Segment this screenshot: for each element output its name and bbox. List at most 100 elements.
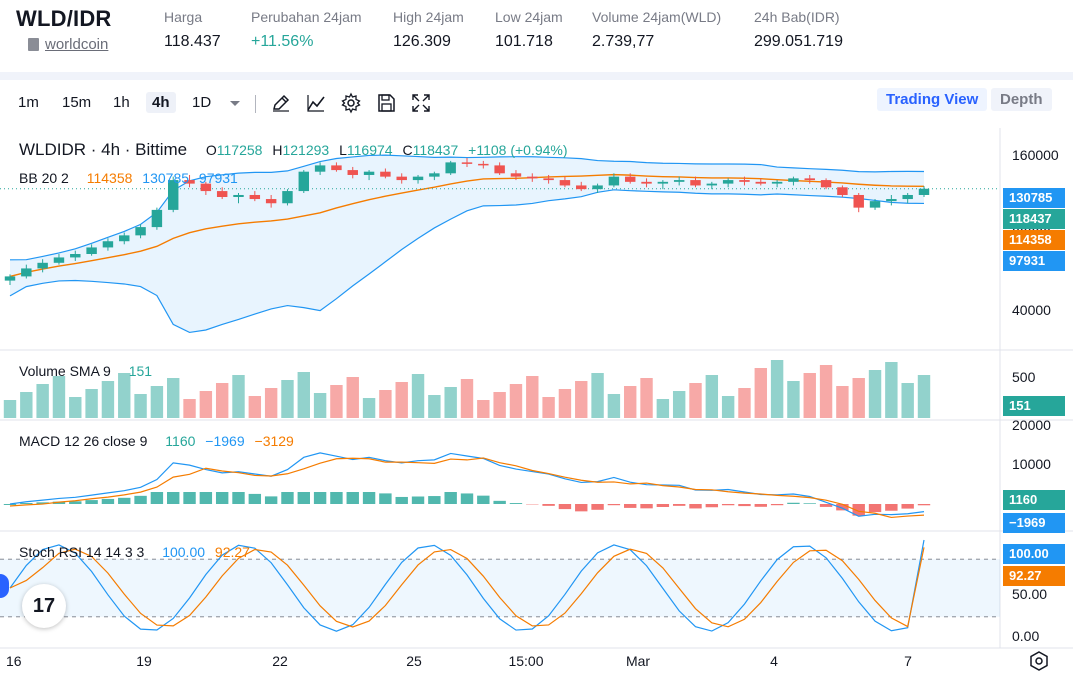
stat-value: +11.56% — [251, 33, 314, 50]
stat-value: 101.718 — [495, 33, 553, 50]
timeframe-1d[interactable]: 1D — [192, 94, 212, 111]
macd-hist-bar — [901, 504, 914, 509]
macd-hist-bar — [297, 492, 310, 504]
volume-bar — [607, 394, 621, 418]
hexagon-settings-icon[interactable] — [1028, 650, 1050, 672]
volume-legend: Volume SMA 9 151 — [19, 363, 152, 379]
ticker-bar: WLD/IDR worldcoin Harga 118.437 Perubaha… — [0, 0, 1073, 72]
candle-body — [527, 176, 538, 179]
macd-hist-bar — [444, 492, 457, 504]
stoch-d-badge: 92.27 — [1003, 566, 1065, 586]
time-tick-label: 7 — [904, 653, 912, 669]
volume-bar — [150, 386, 164, 418]
bb-lower-line — [9, 189, 925, 334]
candle-body — [641, 181, 652, 184]
candle-body — [119, 235, 130, 242]
tradingview-logo[interactable]: 17 — [22, 584, 66, 628]
bb-upper: 130785 — [142, 170, 190, 186]
macd-hist-bar — [868, 504, 882, 513]
macd-line — [9, 452, 925, 517]
volume-bar — [672, 391, 686, 418]
stat-value: 299.051.719 — [754, 33, 843, 50]
volume-bar — [118, 373, 131, 418]
volume-bar — [134, 394, 147, 418]
volume-bar — [803, 373, 816, 418]
volume-bar — [36, 384, 49, 418]
chart-canvas[interactable]: 1600008000040000500200001000050.000.0016… — [0, 128, 1073, 678]
macd-hist-bar — [770, 504, 784, 506]
trading-view-button[interactable]: Trading View — [877, 88, 988, 111]
volume-bar — [346, 377, 359, 418]
volume-bar — [591, 373, 604, 418]
macd-hist-bar — [591, 504, 604, 510]
candle-body — [837, 187, 848, 195]
candle-body — [314, 165, 326, 172]
stat-price: Harga 118.437 — [164, 9, 221, 51]
timeframe-1m[interactable]: 1m — [18, 94, 39, 111]
stat-low-24h: Low 24jam 101.718 — [495, 9, 563, 51]
volume-bar — [232, 375, 245, 418]
timeframe-4h[interactable]: 4h — [146, 92, 176, 113]
candle-body — [592, 185, 603, 190]
macd-badge: 1160 — [1003, 490, 1065, 510]
macd-hist-bar — [411, 496, 425, 504]
chevron-down-icon[interactable] — [224, 92, 246, 114]
stoch-band — [0, 559, 1000, 617]
volume-bar — [101, 381, 115, 418]
chart-area[interactable]: 1600008000040000500200001000050.000.0016… — [0, 128, 1073, 678]
macd-hist: 1160 — [165, 433, 196, 449]
volume-value: 151 — [128, 363, 153, 379]
volume-bar — [917, 375, 931, 418]
save-icon[interactable] — [375, 92, 397, 114]
timeframe-1h[interactable]: 1h — [113, 94, 130, 111]
stoch-tick-label: 0.00 — [1012, 628, 1039, 644]
candle-body — [4, 276, 16, 281]
macd-hist-bar — [477, 495, 490, 504]
bb-basis-badge: 114358 — [1003, 230, 1065, 250]
volume-bar — [52, 376, 66, 418]
bb-basis-line — [9, 173, 925, 278]
ohlc-change: +1108 (+0.94%) — [468, 142, 568, 158]
candle-body — [690, 180, 701, 186]
macd-hist-bar — [167, 492, 180, 504]
coin-link[interactable]: worldcoin — [28, 36, 108, 53]
volume-bar — [558, 389, 572, 418]
candle-body — [396, 176, 407, 181]
macd-hist-bar — [118, 497, 131, 504]
fullscreen-icon[interactable] — [410, 92, 432, 114]
candle-body — [167, 180, 179, 210]
candle-body — [298, 171, 310, 192]
macd-hist-bar — [917, 504, 931, 506]
timeframe-15m[interactable]: 15m — [62, 94, 92, 111]
volume-bar — [509, 384, 523, 418]
coin-link-label: worldcoin — [45, 36, 109, 53]
pencil-icon[interactable] — [270, 92, 292, 114]
indicator-icon[interactable] — [305, 92, 327, 114]
stoch-tick-label: 50.00 — [1012, 586, 1047, 602]
ohlc-open-key: O — [205, 142, 217, 158]
volume-bar — [20, 392, 33, 418]
candle-body — [853, 194, 864, 208]
volume-bar — [868, 370, 882, 418]
scroll-left-handle[interactable] — [0, 574, 9, 598]
macd-hist-bar — [199, 492, 213, 504]
volume-bar — [395, 382, 408, 418]
candle-body — [886, 199, 897, 202]
volume-bar — [721, 396, 735, 418]
time-tick-label: Mar — [626, 653, 650, 669]
gear-icon[interactable] — [340, 92, 362, 114]
bb-legend: BB 20 2 114358 130785 97931 — [19, 170, 238, 186]
macd-hist-bar — [85, 500, 98, 504]
candle-body — [331, 165, 342, 171]
depth-button[interactable]: Depth — [991, 88, 1052, 111]
candle-body — [249, 194, 261, 200]
candle-body — [461, 162, 473, 164]
macd-hist-bar — [542, 504, 555, 506]
macd-line-badge: −1969 — [1003, 513, 1065, 533]
candle-body — [380, 171, 391, 177]
volume-bar — [689, 383, 702, 418]
macd-hist-bar — [787, 502, 800, 504]
candle-body — [151, 209, 163, 228]
stat-label: Low 24jam — [495, 9, 563, 25]
candle-body — [543, 178, 554, 181]
